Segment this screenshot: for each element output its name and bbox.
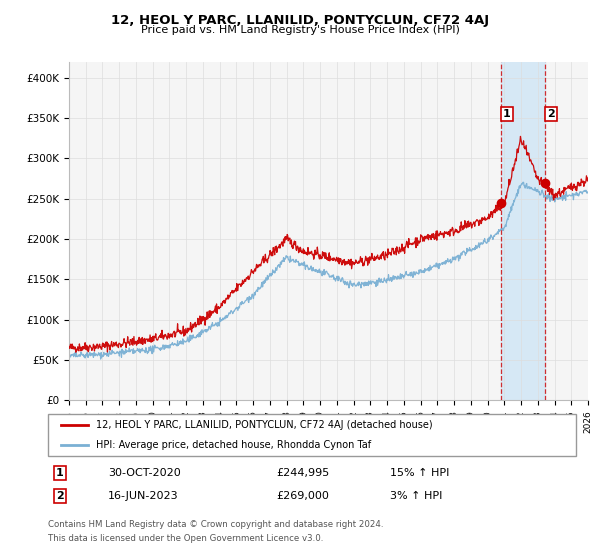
Text: 15% ↑ HPI: 15% ↑ HPI [390, 468, 449, 478]
Text: 2: 2 [547, 109, 555, 119]
Text: This data is licensed under the Open Government Licence v3.0.: This data is licensed under the Open Gov… [48, 534, 323, 543]
Bar [502, 62, 545, 400]
Text: 12, HEOL Y PARC, LLANILID, PONTYCLUN, CF72 4AJ: 12, HEOL Y PARC, LLANILID, PONTYCLUN, CF… [111, 14, 489, 27]
Text: 1: 1 [503, 109, 511, 119]
Text: £244,995: £244,995 [276, 468, 329, 478]
Text: 12, HEOL Y PARC, LLANILID, PONTYCLUN, CF72 4AJ (detached house): 12, HEOL Y PARC, LLANILID, PONTYCLUN, CF… [95, 420, 432, 430]
Text: 3% ↑ HPI: 3% ↑ HPI [390, 491, 442, 501]
Text: HPI: Average price, detached house, Rhondda Cynon Taf: HPI: Average price, detached house, Rhon… [95, 440, 371, 450]
Text: Price paid vs. HM Land Registry's House Price Index (HPI): Price paid vs. HM Land Registry's House … [140, 25, 460, 35]
Text: £269,000: £269,000 [276, 491, 329, 501]
Text: Contains HM Land Registry data © Crown copyright and database right 2024.: Contains HM Land Registry data © Crown c… [48, 520, 383, 529]
Text: 16-JUN-2023: 16-JUN-2023 [108, 491, 179, 501]
Text: 2: 2 [56, 491, 64, 501]
Text: 30-OCT-2020: 30-OCT-2020 [108, 468, 181, 478]
Text: 1: 1 [56, 468, 64, 478]
